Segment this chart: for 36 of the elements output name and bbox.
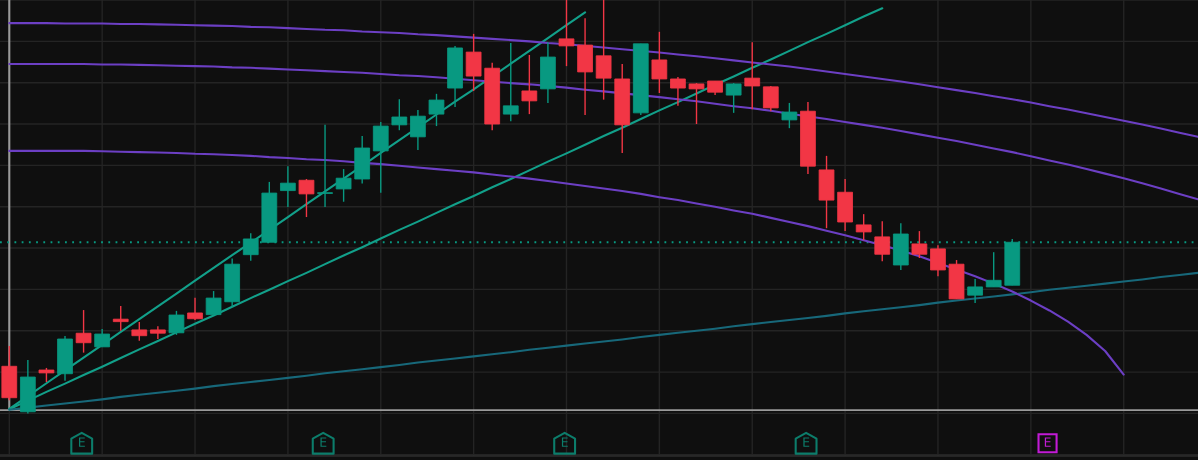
text: E (79, 437, 85, 447)
candlestick (930, 244, 946, 277)
candlestick (131, 321, 148, 342)
candlestick (762, 85, 779, 112)
candlestick (502, 42, 519, 122)
candlestick (985, 251, 1002, 288)
candlestick (595, 0, 612, 101)
candlestick (874, 220, 891, 262)
candlestick (465, 33, 482, 92)
candlestick (967, 278, 983, 304)
candlestick (335, 168, 352, 203)
candlestick (75, 309, 92, 354)
candlestick (112, 305, 129, 332)
candlestick (317, 124, 333, 208)
text: E (1044, 437, 1051, 447)
candlestick (280, 165, 296, 208)
candlestick (855, 213, 872, 241)
candlestick (670, 76, 686, 107)
candlestick (187, 296, 203, 321)
candlestick (781, 102, 798, 129)
candlestick (521, 54, 538, 115)
candlestick (744, 41, 761, 110)
candlestick (651, 31, 668, 94)
candlestick (168, 310, 185, 336)
candlestick (410, 109, 426, 151)
text: E (561, 437, 568, 447)
text: E (803, 437, 810, 447)
candlestick (428, 93, 445, 127)
text: E (320, 437, 327, 447)
candlestick (298, 178, 315, 218)
candlestick (688, 82, 705, 125)
candlestick (725, 82, 742, 114)
candlestick (558, 0, 575, 67)
candlestick (911, 230, 928, 259)
candlestick (391, 98, 408, 131)
candlestick (205, 290, 222, 316)
